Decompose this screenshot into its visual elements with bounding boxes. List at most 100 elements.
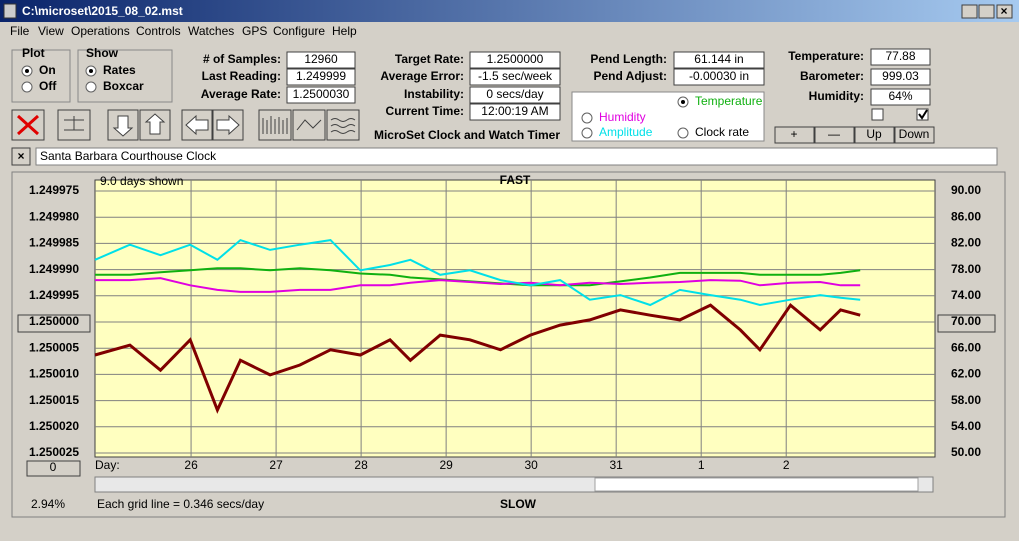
show-group-label: Show [86, 46, 119, 60]
field-box [870, 48, 931, 66]
y2-tick-label: 58.00 [951, 393, 981, 407]
timer-title: MicroSet Clock and Watch Timer [374, 128, 560, 142]
rate-button[interactable] [17, 314, 91, 333]
radio[interactable] [21, 81, 33, 93]
radio[interactable] [581, 112, 593, 124]
radio-dot [681, 100, 685, 104]
button[interactable] [854, 126, 895, 144]
y2-tick-label: 62.00 [951, 367, 981, 381]
toolbar[interactable] [11, 109, 360, 141]
y-tick-label: 1.250020 [29, 419, 79, 433]
y-tick-label: 1.249985 [29, 236, 79, 250]
field-box [673, 51, 765, 69]
field-box [469, 68, 561, 86]
clock-name-box[interactable] [35, 147, 998, 166]
series-line [94, 238, 861, 307]
menu-item[interactable]: Help [332, 24, 357, 38]
field-value: 1.2500000 [487, 52, 544, 66]
window-title: C:\microset\2015_08_02.mst [22, 4, 183, 18]
radio-dot [89, 69, 93, 73]
x-axis-label: Day: [95, 458, 120, 472]
slow-label: SLOW [500, 497, 537, 511]
x-tick-label: 1 [698, 458, 705, 472]
radio-dot [25, 69, 29, 73]
radio[interactable] [677, 127, 689, 139]
legend-label: Clock rate [695, 125, 749, 139]
legend-label: Amplitude [599, 125, 653, 139]
menu-item[interactable]: Watches [188, 24, 234, 38]
checkbox[interactable] [871, 108, 884, 121]
y-tick-label: 1.250025 [29, 445, 79, 459]
y2-tick-label: 90.00 [951, 183, 981, 197]
clear-button[interactable] [11, 147, 31, 166]
field-label: # of Samples: [203, 52, 281, 66]
plot-option: On [39, 63, 56, 77]
menu-item[interactable]: Operations [71, 24, 130, 38]
field-value: 999.03 [882, 69, 919, 83]
field-value: -1.5 sec/week [478, 69, 553, 83]
y-tick-label: 1.250010 [29, 367, 79, 381]
field-label: Current Time: [386, 104, 464, 118]
clock-name: Santa Barbara Courthouse Clock [40, 149, 217, 163]
y2-tick-label: 70.00 [951, 314, 981, 328]
temp-button[interactable] [937, 314, 996, 333]
x-tick-label: 29 [439, 458, 453, 472]
y2-tick-label: 74.00 [951, 288, 981, 302]
menu-item[interactable]: File [10, 24, 30, 38]
field-value: -0.00030 in [689, 69, 749, 83]
plot-group-box [11, 49, 71, 103]
field-label: Last Reading: [202, 69, 281, 83]
field-label: Pend Adjust: [593, 69, 667, 83]
field-value: 0 secs/day [486, 87, 543, 101]
plot-area [94, 179, 936, 458]
y2-tick-label: 66.00 [951, 340, 981, 354]
legend-label: Temperature [695, 94, 763, 108]
svg-text:×: × [1000, 4, 1007, 18]
scale-note: Each grid line = 0.346 secs/day [97, 497, 264, 511]
radio[interactable] [581, 127, 593, 139]
y2-tick-label: 82.00 [951, 236, 981, 250]
window-buttons[interactable]: × [961, 4, 1013, 19]
field-box [673, 68, 765, 86]
field-box [286, 86, 356, 104]
button[interactable] [774, 126, 815, 144]
button[interactable] [894, 126, 935, 144]
field-value: 1.249999 [296, 69, 346, 83]
show-option: Boxcar [103, 79, 144, 93]
show-group-box [77, 49, 173, 103]
menu-item[interactable]: Configure [273, 24, 325, 38]
y-tick-label: 1.250000 [29, 314, 79, 328]
button-label: — [828, 127, 840, 141]
menu-item[interactable]: GPS [242, 24, 267, 38]
days-shown: 9.0 days shown [100, 174, 183, 188]
scroll-thumb[interactable] [594, 477, 919, 492]
field-label: Pend Length: [590, 52, 667, 66]
plot-option: Off [39, 79, 57, 93]
field-value: 64% [888, 89, 912, 103]
percent: 2.94% [31, 497, 65, 511]
field-value: 77.88 [885, 49, 915, 63]
y-tick-label: 1.250005 [29, 340, 79, 354]
field-box [469, 51, 561, 69]
button-label: + [790, 127, 797, 141]
y2-tick-label: 50.00 [951, 445, 981, 459]
zoom-value: 0 [50, 460, 57, 474]
y2-tick-label: 54.00 [951, 419, 981, 433]
button-label: Down [899, 127, 930, 141]
menu-item[interactable]: Controls [136, 24, 181, 38]
field-value: 12960 [304, 52, 338, 66]
field-label: Temperature: [788, 49, 864, 63]
field-label: Barometer: [800, 69, 864, 83]
series-line [94, 302, 861, 414]
field-label: Target Rate: [395, 52, 464, 66]
button[interactable] [814, 126, 855, 144]
radio[interactable] [85, 81, 97, 93]
menu-item[interactable]: View [38, 24, 64, 38]
x-tick-label: 28 [354, 458, 368, 472]
y-tick-label: 1.249980 [29, 209, 79, 223]
zoom-box[interactable] [26, 460, 81, 477]
x-tick-label: 31 [609, 458, 623, 472]
checkbox[interactable] [916, 108, 929, 121]
legend-label: Humidity [599, 110, 646, 124]
